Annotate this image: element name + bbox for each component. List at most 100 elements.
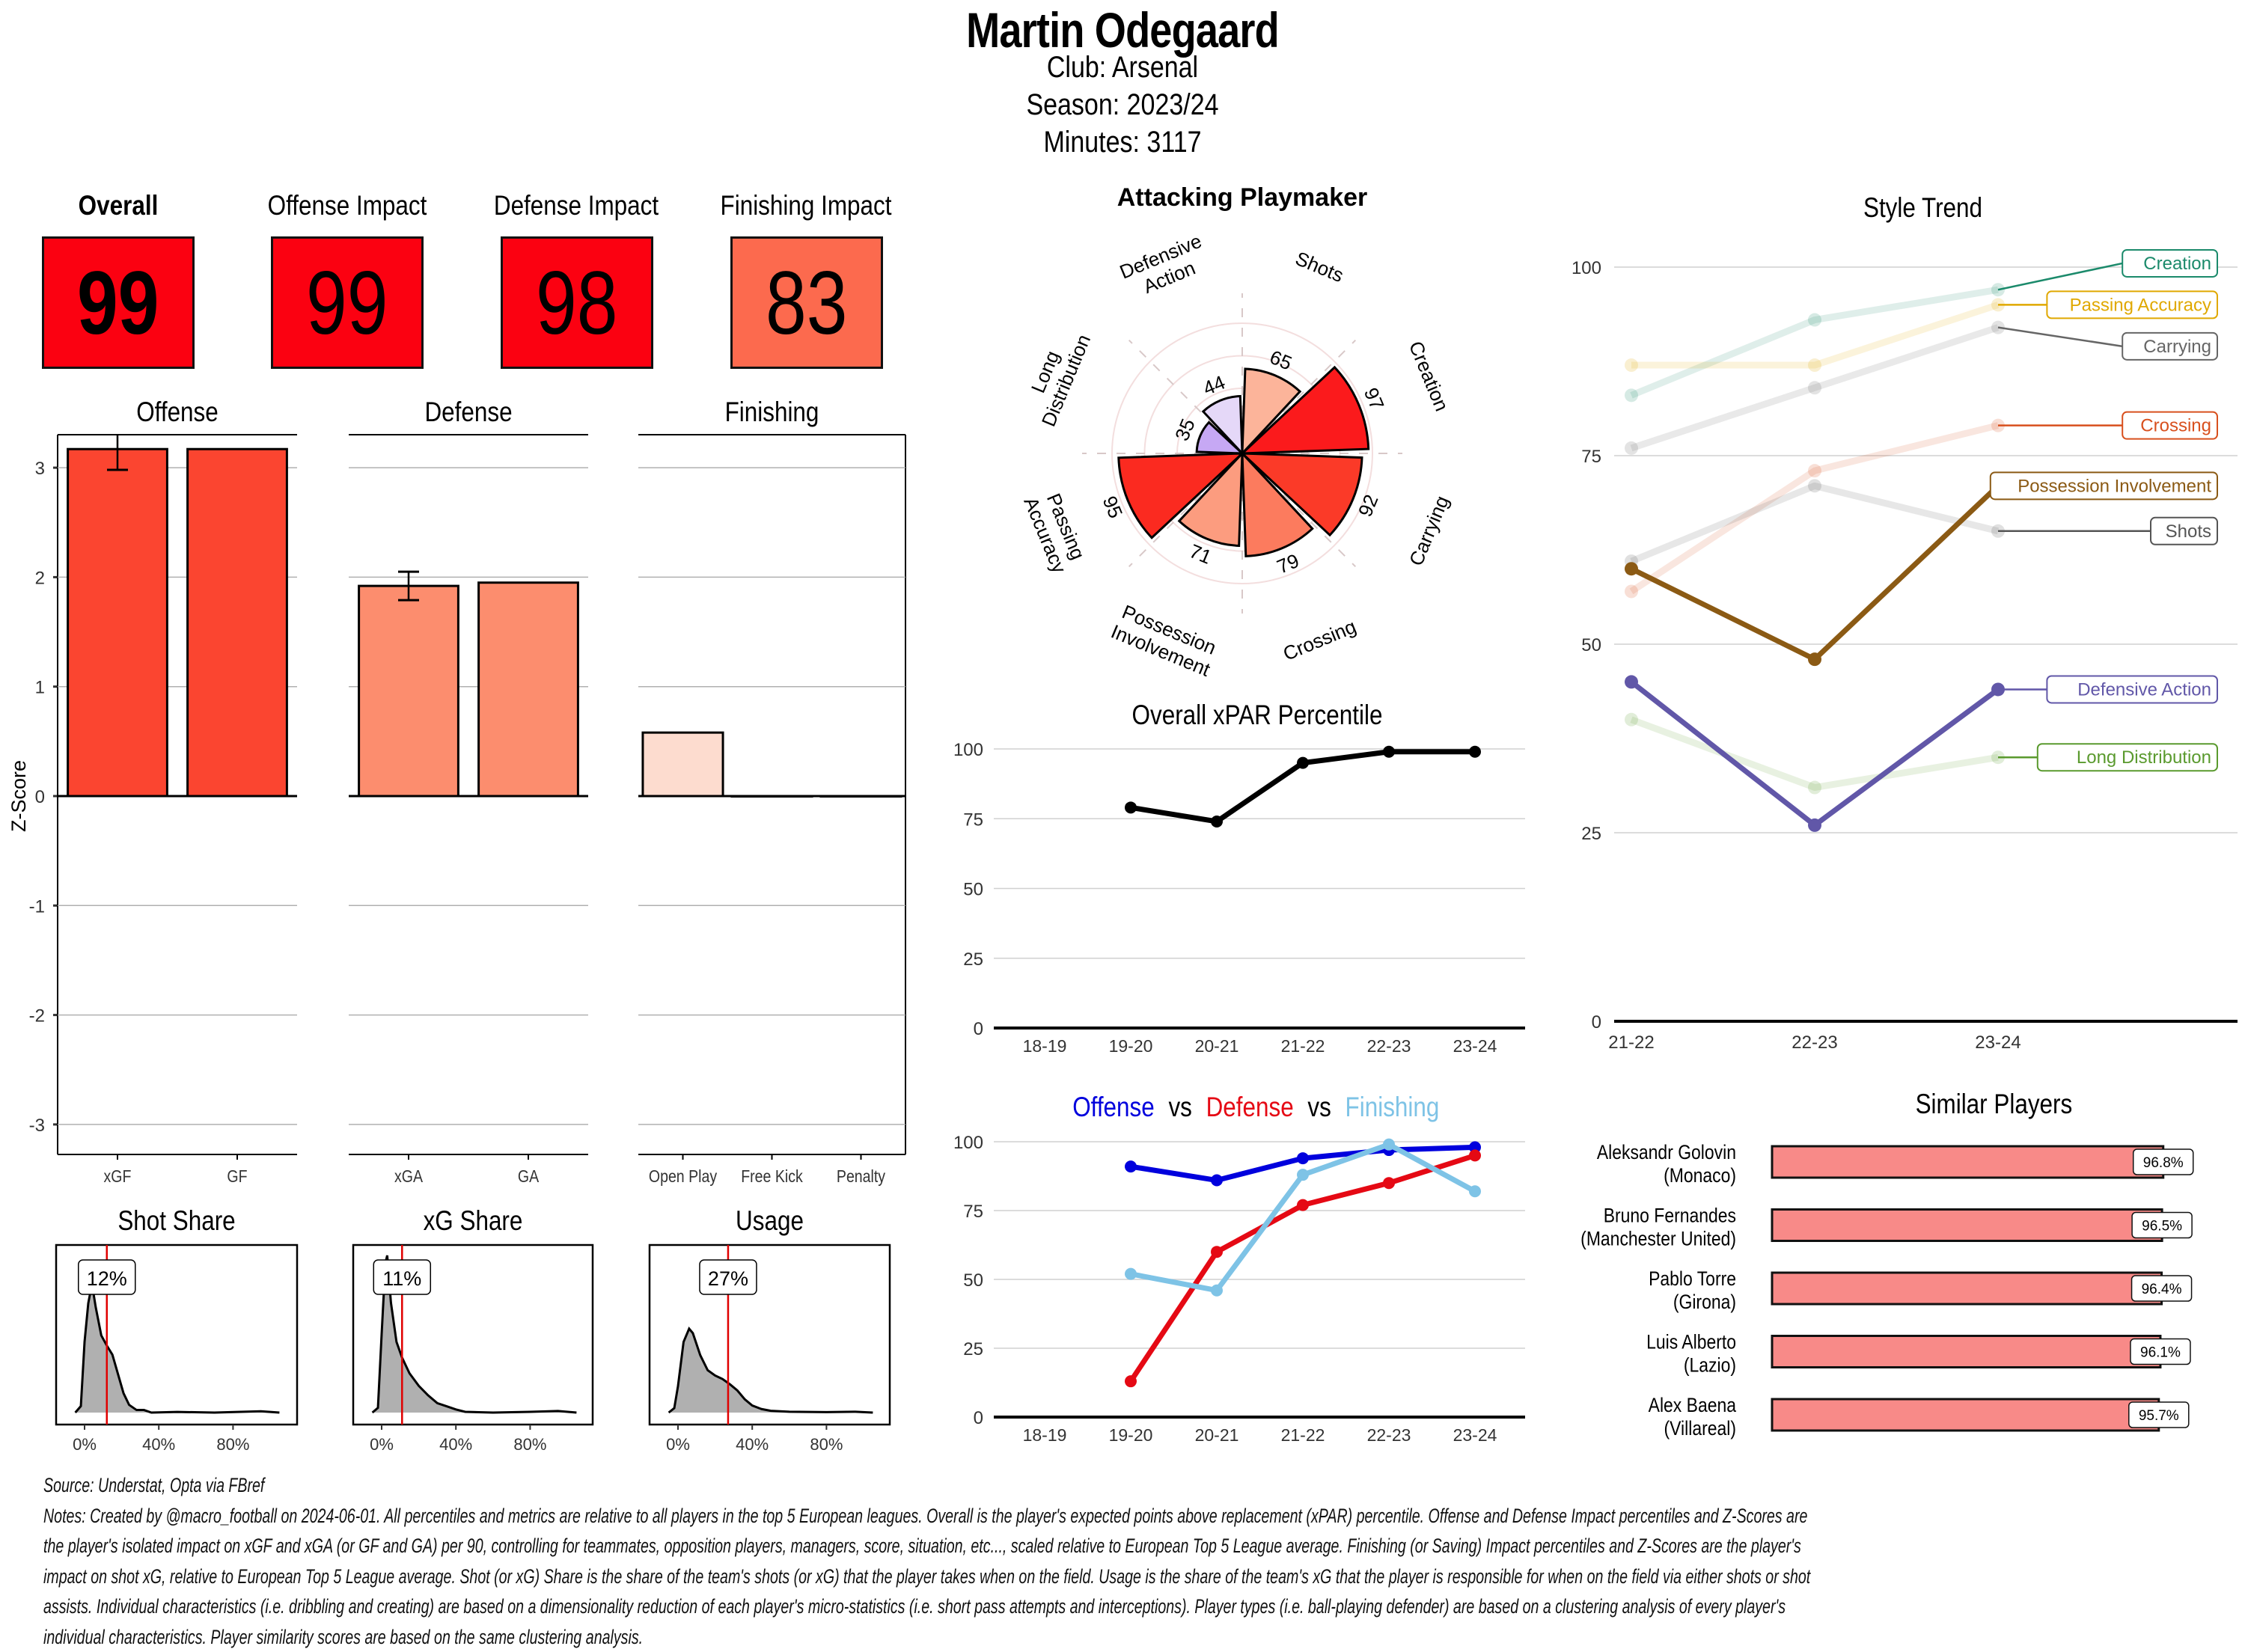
value-label: 27%: [708, 1267, 748, 1290]
trend-point: [1808, 313, 1821, 327]
y-tick-label: 50: [963, 880, 983, 900]
data-point: [1125, 1375, 1137, 1387]
radar-title: Attacking Playmaker: [1117, 183, 1368, 212]
similarity-bar: [1772, 1273, 2162, 1304]
radar-value-label: 79: [1274, 549, 1302, 578]
y-tick-label: 75: [963, 810, 983, 830]
y-tick-label: -1: [29, 896, 45, 917]
bar-xgf: [68, 449, 168, 796]
x-tick-label: 23-24: [1453, 1425, 1497, 1445]
series-line-finishing: [1131, 1145, 1475, 1291]
score-value-overall: 99: [77, 251, 159, 355]
trend-label-text: Possession Involvement: [2018, 476, 2211, 496]
trend-point: [1625, 713, 1638, 726]
similarity-label: 96.5%: [2142, 1219, 2182, 1235]
notes-line: assists. Individual characteristics (i.e…: [43, 1591, 1666, 1622]
odf-title-part: vs: [1307, 1092, 1331, 1123]
trend-label-text: Creation: [2143, 254, 2211, 274]
y-axis-label: Z-Score: [7, 760, 30, 832]
data-point: [1297, 1199, 1309, 1211]
density-title: Shot Share: [117, 1206, 235, 1237]
similarity-bar: [1772, 1146, 2163, 1178]
bar-gf: [188, 449, 287, 796]
season-line: Season: 2023/24: [168, 88, 2077, 122]
x-tick-label: 22-23: [1792, 1032, 1837, 1053]
radar-category-text: Creation: [1405, 338, 1453, 414]
y-tick-label: -3: [29, 1116, 45, 1136]
score-label-defense: Defense Impact: [474, 190, 678, 221]
xpar-title: Overall xPAR Percentile: [1132, 700, 1383, 731]
y-tick-label: 25: [963, 949, 983, 970]
density-title: xG Share: [424, 1206, 523, 1237]
trend-point: [1808, 464, 1821, 477]
notes-line: individual characteristics. Player simil…: [43, 1622, 1666, 1652]
similar-player-name: Aleksandr Golovin: [1597, 1141, 1736, 1163]
x-tick-label: 23-24: [1975, 1032, 2020, 1053]
x-tick-label: 21-22: [1281, 1036, 1325, 1056]
x-tick-label: xGF: [104, 1167, 132, 1187]
radar-category-label: Creation: [1405, 338, 1453, 414]
trend-point: [1625, 562, 1638, 575]
x-tick-label: 18-19: [1023, 1036, 1067, 1056]
radar-category-text: Carrying: [1405, 492, 1453, 569]
x-tick-label: Free Kick: [741, 1167, 803, 1187]
score-value-defense: 98: [536, 251, 617, 355]
club-line: Club: Arsenal: [168, 51, 2077, 85]
similar-player-club: (Villareal): [1664, 1417, 1736, 1440]
facet-title: Finishing: [725, 397, 819, 428]
y-tick-label: 3: [35, 459, 45, 479]
score-box-offense: 99: [271, 236, 424, 369]
radar-value-label: 95: [1099, 493, 1128, 521]
radar-category-label: Crossing: [1280, 615, 1359, 665]
player-name-title: Martin Odegaard: [202, 1, 2043, 58]
similar-player-club: (Monaco): [1664, 1164, 1736, 1187]
data-point: [1469, 1185, 1481, 1197]
score-value-finishing: 83: [766, 251, 847, 355]
data-point: [1297, 1169, 1309, 1181]
data-point: [1211, 1285, 1223, 1297]
score-value-offense: 99: [306, 251, 388, 355]
x-tick-label: 23-24: [1453, 1036, 1497, 1056]
trend-point: [1808, 358, 1821, 372]
trend-line-possession-involvement: [1631, 486, 1998, 659]
y-tick-label: 100: [953, 740, 983, 760]
data-point: [1383, 1139, 1395, 1151]
data-point: [1125, 1268, 1137, 1280]
trend-label-text: Passing Accuracy: [2070, 295, 2211, 315]
similar-player-club: (Girona): [1673, 1291, 1736, 1313]
bar-ga: [479, 583, 578, 796]
data-point: [1469, 746, 1481, 758]
x-tick-label: 20-21: [1195, 1425, 1239, 1445]
data-point: [1125, 801, 1137, 813]
odf-title-part: Defense: [1206, 1092, 1294, 1123]
radar-value-label: 92: [1354, 492, 1383, 520]
radar-value-label: 35: [1170, 415, 1200, 444]
radar-category-label: Shots: [1292, 247, 1347, 287]
y-tick-label: 100: [1572, 258, 1601, 278]
trend-point: [1808, 381, 1821, 394]
x-tick-label: xGA: [394, 1167, 424, 1187]
data-point: [1383, 746, 1395, 758]
score-label-finishing: Finishing Impact: [704, 190, 908, 221]
similarity-label: 95.7%: [2139, 1408, 2179, 1424]
score-label-offense: Offense Impact: [245, 190, 449, 221]
minutes-line: Minutes: 3117: [168, 126, 2077, 159]
x-tick-label: 21-22: [1608, 1032, 1654, 1053]
trend-label-text: Long Distribution: [2077, 747, 2211, 768]
score-label-overall: Overall: [16, 190, 220, 221]
x-tick-label: GF: [227, 1167, 247, 1187]
odf-title-part: Finishing: [1346, 1092, 1440, 1123]
radar-value-label: 65: [1267, 346, 1295, 375]
odf-title-part: vs: [1168, 1092, 1191, 1123]
footer-notes: Source: Understat, Opta via FBref Notes:…: [43, 1470, 2236, 1652]
trend-point: [1625, 441, 1638, 455]
trend-line-shots: [1631, 486, 1998, 561]
x-tick-label: 20-21: [1195, 1036, 1239, 1056]
facet-title: Defense: [424, 397, 512, 428]
